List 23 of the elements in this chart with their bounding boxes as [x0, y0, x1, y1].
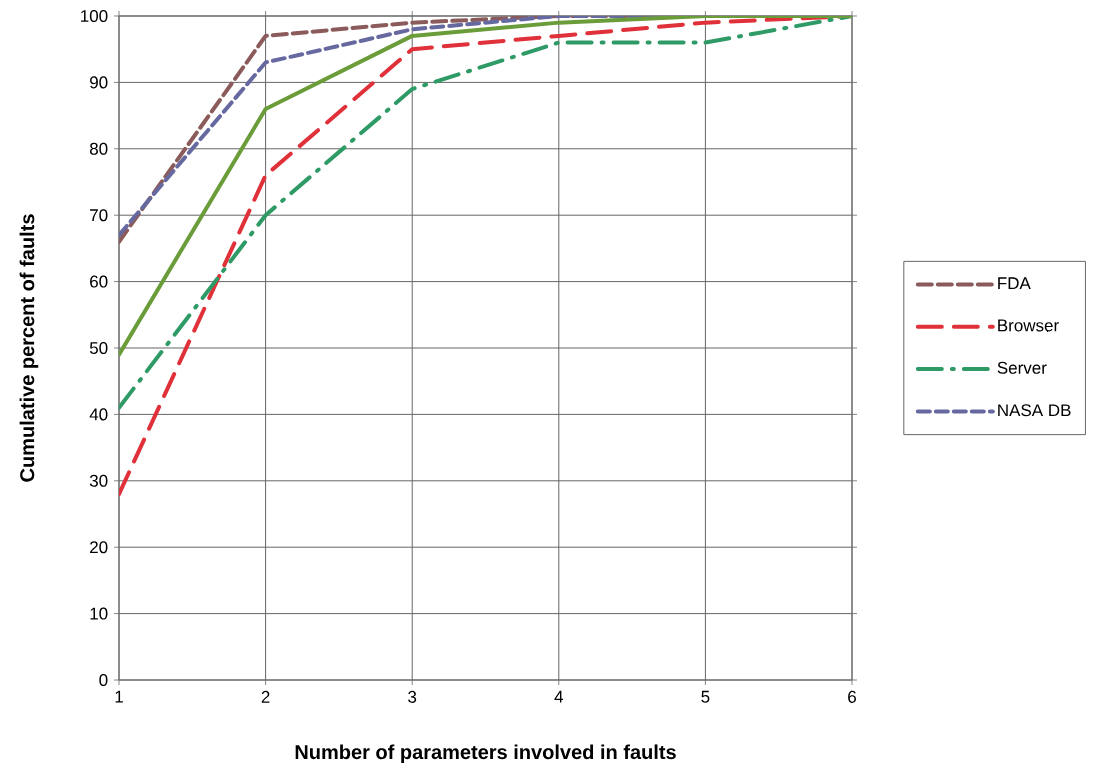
x-tick-label: 1 — [115, 690, 123, 703]
y-tick-label: 0 — [99, 673, 108, 687]
y-tick-label: 50 — [89, 341, 108, 355]
y-tick-label: 20 — [90, 541, 108, 554]
y-tick-label: 80 — [89, 142, 108, 155]
x-tick-label: 5 — [701, 690, 710, 703]
legend-label: Browser — [998, 319, 1059, 332]
y-tick-label: 10 — [90, 607, 108, 620]
y-tick-label: 40 — [89, 408, 108, 421]
y-tick-label: 90 — [90, 76, 108, 89]
y-tick-label: 70 — [90, 209, 108, 222]
y-tick-label: 60 — [90, 275, 108, 288]
legend-label: Server — [997, 361, 1047, 374]
legend-label: FDA — [998, 277, 1031, 290]
x-axis-title: Number of parameters involved in faults — [295, 744, 676, 764]
y-axis-title: Cumulative percent of faults — [19, 214, 39, 482]
legend-label: NASA DB — [998, 404, 1071, 417]
x-tick-label: 4 — [554, 690, 564, 703]
x-tick-label: 6 — [848, 690, 856, 703]
x-tick-label: 3 — [408, 690, 417, 703]
y-tick-label: 100 — [81, 9, 108, 23]
x-tick-label: 2 — [261, 690, 270, 703]
y-tick-label: 30 — [89, 474, 108, 487]
